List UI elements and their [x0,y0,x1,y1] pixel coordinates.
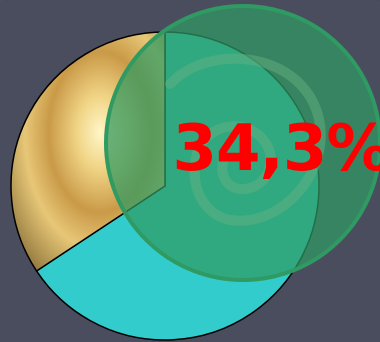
highlight-overlay-circle [104,4,380,282]
slice-percentage-label: 34,3% [172,112,380,186]
